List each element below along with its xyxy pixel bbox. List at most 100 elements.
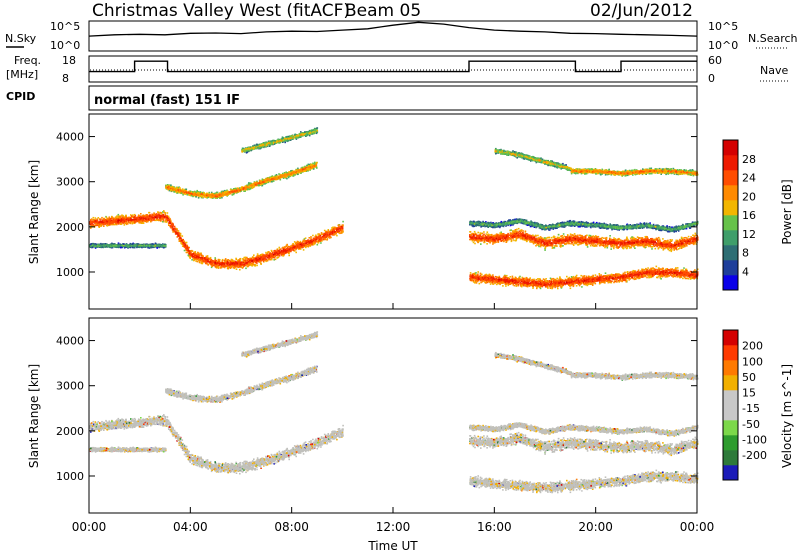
power-mark bbox=[112, 243, 115, 245]
power-mark bbox=[277, 253, 279, 255]
power-mark bbox=[94, 217, 97, 219]
power-mark bbox=[243, 256, 245, 259]
power-mark bbox=[335, 228, 337, 230]
power-mark bbox=[159, 216, 162, 219]
power-mark bbox=[151, 213, 153, 216]
power-mark bbox=[268, 251, 270, 253]
power-mark bbox=[304, 241, 307, 243]
power-mark bbox=[96, 219, 98, 222]
power-mark bbox=[244, 259, 247, 262]
power-mark bbox=[189, 192, 191, 195]
noise-left-tick-low: 10^0 bbox=[50, 39, 80, 52]
power-mark bbox=[310, 237, 312, 240]
power-mark bbox=[91, 246, 94, 248]
power-mark bbox=[290, 248, 292, 250]
power-mark bbox=[161, 245, 163, 247]
power-mark bbox=[168, 220, 171, 223]
power-mark bbox=[242, 266, 244, 268]
power-mark bbox=[341, 229, 343, 231]
power-mark bbox=[229, 267, 232, 269]
power-mark bbox=[195, 254, 198, 257]
power-mark bbox=[216, 262, 219, 264]
power-mark bbox=[208, 262, 211, 265]
power-mark bbox=[176, 231, 179, 234]
power-mark bbox=[96, 220, 99, 223]
power-mark bbox=[301, 243, 303, 246]
power-mark bbox=[166, 185, 168, 187]
power-mark bbox=[107, 244, 109, 246]
power-mark bbox=[255, 183, 257, 186]
power-mark bbox=[153, 212, 156, 215]
power-mark bbox=[129, 221, 132, 223]
power-mark bbox=[292, 249, 295, 252]
power-mark bbox=[246, 256, 248, 259]
power-mark bbox=[112, 223, 114, 226]
power-mark bbox=[123, 220, 125, 222]
power-mark bbox=[243, 265, 245, 267]
power-mark bbox=[307, 239, 310, 242]
power-mark bbox=[133, 213, 136, 216]
power-mark bbox=[223, 262, 225, 264]
power-mark bbox=[117, 216, 119, 219]
power-mark bbox=[178, 191, 180, 194]
power-mark bbox=[120, 246, 122, 249]
power-mark bbox=[275, 250, 278, 253]
power-mark bbox=[299, 242, 301, 244]
power-mark bbox=[113, 221, 115, 223]
power-mark bbox=[194, 252, 196, 255]
power-mark bbox=[209, 258, 211, 260]
power-mark bbox=[197, 252, 199, 254]
power-mark bbox=[174, 227, 177, 230]
power-mark bbox=[312, 234, 314, 237]
power-mark bbox=[185, 241, 188, 244]
power-mark bbox=[273, 259, 275, 261]
power-mark bbox=[199, 253, 201, 256]
power-mark bbox=[101, 220, 104, 223]
power-mark bbox=[181, 245, 184, 247]
power-mark bbox=[95, 221, 98, 223]
power-mark bbox=[104, 243, 107, 245]
noise-line bbox=[88, 21, 698, 37]
power-mark bbox=[294, 242, 297, 245]
power-mark bbox=[142, 243, 145, 246]
power-mark bbox=[276, 175, 278, 178]
power-mark bbox=[200, 256, 202, 259]
power-mark bbox=[184, 192, 187, 195]
power-mark bbox=[139, 245, 142, 248]
power-mark bbox=[193, 259, 195, 262]
power-mark bbox=[270, 255, 273, 257]
power-mark bbox=[293, 250, 296, 252]
power-mark bbox=[171, 185, 174, 188]
frequency-line-series bbox=[89, 60, 697, 73]
power-mark bbox=[240, 187, 242, 190]
noise-right-tick-low: 10^0 bbox=[708, 39, 738, 52]
power-mark bbox=[119, 223, 122, 225]
power-mark bbox=[179, 236, 181, 238]
power-mark bbox=[220, 265, 223, 267]
power-mark bbox=[170, 222, 172, 224]
power-mark bbox=[196, 194, 198, 197]
power-mark bbox=[166, 219, 169, 222]
power-mark bbox=[308, 243, 310, 246]
power-mark bbox=[214, 261, 216, 264]
power-mark bbox=[285, 245, 288, 248]
power-mark bbox=[116, 218, 118, 221]
power-mark bbox=[302, 249, 305, 251]
power-mark bbox=[147, 218, 150, 221]
power-mark bbox=[148, 247, 151, 249]
power-mark bbox=[242, 187, 245, 190]
power-mark bbox=[132, 246, 134, 249]
power-mark bbox=[342, 230, 344, 232]
power-mark bbox=[286, 177, 288, 180]
power-mark bbox=[283, 174, 286, 177]
power-mark bbox=[336, 228, 338, 230]
power-mark bbox=[188, 194, 190, 196]
power-mark bbox=[145, 243, 148, 245]
power-mark bbox=[304, 243, 306, 245]
power-mark bbox=[93, 244, 95, 247]
power-mark bbox=[168, 224, 170, 226]
power-mark bbox=[164, 213, 166, 216]
power-mark bbox=[131, 219, 134, 221]
power-mark bbox=[171, 224, 173, 227]
power-mark bbox=[119, 243, 122, 246]
